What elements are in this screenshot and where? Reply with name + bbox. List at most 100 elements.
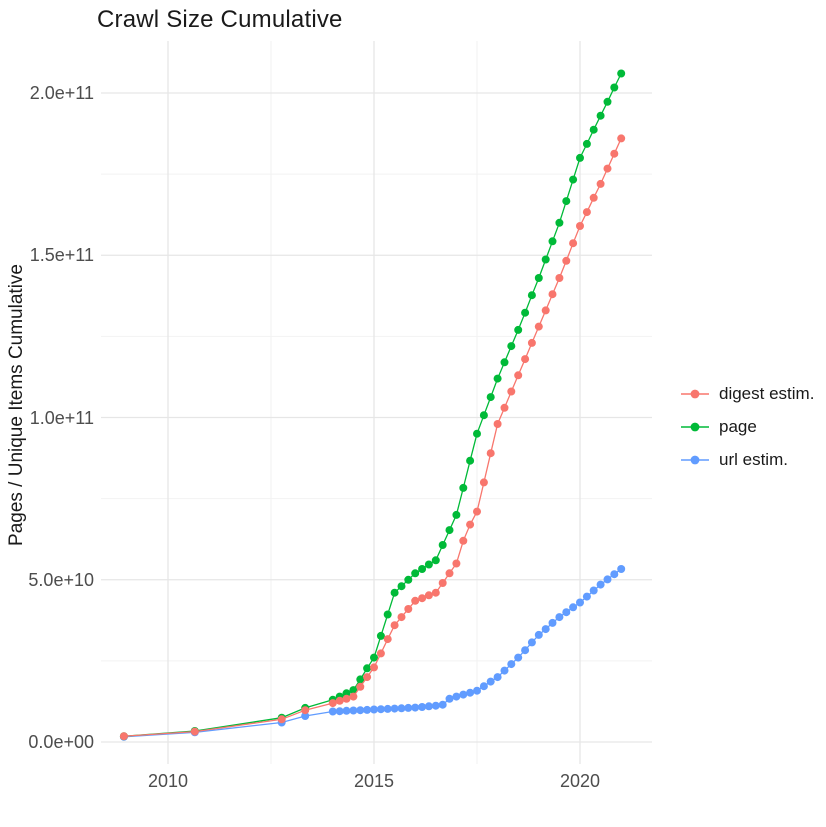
data-point [459, 483, 468, 492]
data-point [555, 613, 564, 622]
data-point [383, 704, 392, 713]
data-point [370, 663, 378, 672]
series-line [123, 73, 622, 737]
data-point [493, 673, 502, 682]
legend-item-digest-estim: digest estim. [680, 377, 826, 410]
data-point [397, 582, 406, 591]
data-point [603, 164, 612, 173]
data-point [301, 706, 310, 715]
legend-item-page: page [680, 410, 826, 443]
data-point [390, 621, 399, 630]
data-point [514, 371, 523, 380]
data-point [541, 255, 550, 264]
data-point [582, 592, 591, 601]
series-url-estim [119, 565, 626, 741]
data-point [349, 686, 358, 695]
data-point [376, 705, 385, 714]
data-point [569, 603, 578, 612]
data-point [500, 403, 509, 412]
data-point [342, 706, 351, 715]
legend-key-page-icon [681, 422, 709, 431]
data-point [363, 705, 372, 714]
data-point [411, 569, 420, 578]
data-point [534, 274, 543, 282]
data-point [548, 237, 557, 246]
data-point [119, 732, 128, 741]
data-point [356, 706, 365, 715]
data-point [479, 478, 488, 487]
data-point [418, 594, 427, 603]
data-point [370, 653, 378, 662]
data-point [521, 308, 530, 317]
data-point [541, 306, 550, 315]
data-point [424, 591, 433, 600]
data-point [555, 274, 564, 282]
data-point [356, 682, 365, 691]
data-point [190, 727, 199, 736]
data-point [349, 692, 358, 701]
data-point [390, 588, 399, 597]
data-point [411, 596, 420, 605]
data-point [479, 411, 488, 420]
data-point [390, 704, 399, 713]
data-point [514, 325, 523, 334]
data-point [493, 374, 502, 383]
x-tick-label: 2020 [559, 771, 601, 791]
data-point [466, 520, 475, 529]
data-point [486, 449, 495, 458]
data-point [576, 598, 584, 607]
data-point [534, 630, 543, 639]
data-point [342, 694, 351, 703]
data-point [424, 702, 433, 711]
y-axis-title: Pages / Unique Items Cumulative [6, 264, 27, 546]
data-point [473, 686, 481, 695]
data-point [486, 393, 495, 402]
data-point [349, 706, 358, 715]
data-point [527, 338, 536, 347]
data-point [424, 560, 433, 569]
legend-key-digest-estim-icon [681, 389, 709, 398]
data-point [356, 675, 365, 684]
data-point [438, 579, 447, 587]
data-point [507, 660, 516, 669]
data-point [576, 222, 584, 230]
data-point [562, 256, 571, 265]
data-point [548, 290, 557, 299]
data-point [431, 701, 440, 710]
data-point [328, 699, 337, 708]
data-point [507, 342, 516, 351]
data-point [534, 322, 543, 331]
data-point [589, 586, 598, 595]
data-point [335, 707, 344, 716]
y-tick-label: 2.0e+11 [29, 83, 94, 103]
data-point [277, 715, 286, 724]
data-point [363, 673, 372, 682]
y-tick-label: 1.0e+11 [29, 407, 94, 428]
data-point [527, 291, 536, 300]
data-point [610, 149, 619, 158]
data-point [507, 387, 516, 396]
data-point [438, 700, 447, 709]
data-point [452, 559, 461, 568]
series-line [123, 138, 622, 737]
data-point [376, 649, 385, 658]
data-point [562, 608, 571, 617]
data-point [383, 635, 392, 644]
legend: digest estim. page url estim. [680, 377, 826, 476]
data-point [445, 569, 454, 578]
data-point [596, 179, 605, 188]
data-point [589, 125, 598, 134]
data-point [363, 664, 372, 673]
data-point [479, 682, 488, 691]
data-point [445, 694, 454, 703]
data-point [418, 703, 427, 711]
data-point [335, 696, 344, 705]
data-point [301, 712, 310, 720]
data-point [562, 197, 571, 206]
data-point [617, 134, 626, 143]
data-point [582, 208, 591, 217]
legend-label-url-estim: url estim. [719, 449, 788, 469]
x-tick-label: 2010 [147, 771, 189, 791]
data-point [486, 677, 495, 686]
